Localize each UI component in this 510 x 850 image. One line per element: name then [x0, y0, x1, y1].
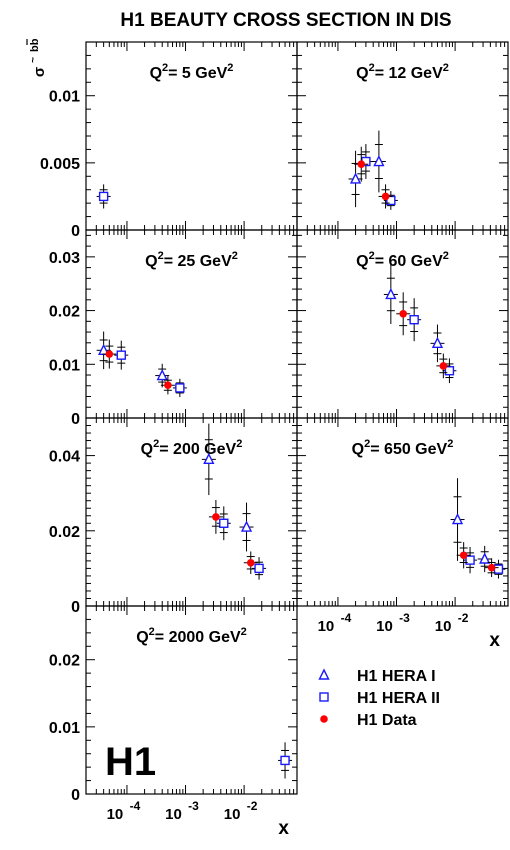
data-point-triangle	[156, 369, 168, 381]
x-tick-label: 10	[165, 806, 182, 823]
data-point-triangle	[373, 154, 385, 167]
y-tick-label: 0	[71, 223, 80, 240]
panel-7: 0 0.01 0.02 10 -4 10 -3 10 -2 x Q2= 2000 GeV2	[49, 605, 298, 839]
data-point-triangle	[431, 336, 444, 349]
data-point-square	[98, 191, 109, 202]
data-point-circle	[459, 551, 468, 560]
data-point-square	[493, 564, 504, 574]
data-point-square	[409, 315, 419, 325]
data-point-circle	[164, 381, 172, 390]
panel-label: Q2= 25 GeV2	[145, 250, 238, 270]
legend: H1 HERA I H1 HERA II H1 Data	[318, 668, 440, 729]
x-tick-label: 10	[435, 618, 452, 635]
y-axis-label-tilde: ~	[28, 57, 39, 63]
y-axis-label: σ ~ bb	[26, 38, 48, 77]
data-point-triangle	[240, 520, 253, 532]
x-tick-label: 10	[318, 618, 335, 635]
panel-4: Q2= 60 GeV2	[296, 229, 509, 419]
x-tick-label: 10	[107, 806, 124, 823]
legend-marker-square	[319, 692, 329, 702]
panel-label: Q2= 200 GeV2	[141, 438, 243, 458]
x-tick-label: 10	[224, 806, 241, 823]
legend-label: H1 HERA I	[357, 668, 436, 685]
panel-label: Q2= 5 GeV2	[150, 62, 234, 82]
data-point-triangle	[385, 287, 397, 300]
y-tick-label: 0.02	[49, 653, 80, 670]
data-point-triangle	[451, 512, 464, 525]
x-tick-label-exp: -4	[341, 611, 352, 625]
data-point-square	[254, 563, 264, 574]
data-point-circle	[487, 563, 496, 572]
x-tick-label-exp: -2	[458, 611, 469, 625]
panel-1: 0 0.005 0.01 Q2= 5 GeV2	[40, 41, 298, 240]
panel-6: 10 -4 10 -3 10 -2 x Q2= 650 GeV2	[296, 417, 509, 651]
y-tick-label: 0.005	[40, 156, 80, 173]
y-tick-label: 0.01	[49, 89, 80, 106]
figure-title: H1 BEAUTY CROSS SECTION IN DIS	[120, 10, 451, 31]
data-point-triangle	[349, 172, 362, 184]
legend-item: H1 HERA II	[319, 690, 440, 707]
legend-marker-triangle	[318, 668, 330, 680]
y-tick-label: 0.02	[49, 524, 80, 541]
data-point-triangle	[479, 552, 491, 564]
legend-label: H1 HERA II	[357, 690, 440, 707]
data-point-circle	[399, 309, 407, 318]
data-point-square	[444, 366, 455, 376]
y-tick-label: 0.03	[49, 250, 80, 267]
panel-label: Q2= 12 GeV2	[356, 62, 449, 82]
panel-3: 0 0.01 0.02 0.03 Q2= 25 GeV2	[49, 229, 298, 428]
data-point-triangle	[203, 452, 215, 465]
data-point-circle	[357, 160, 366, 168]
data-point-square	[175, 383, 185, 393]
data-point-circle	[105, 350, 114, 358]
data-point-circle	[246, 558, 255, 567]
h1-logo: H1	[105, 740, 156, 784]
y-tick-label: 0.02	[49, 304, 80, 321]
y-tick-label: 0	[71, 411, 80, 428]
panel-label: Q2= 650 GeV2	[352, 438, 454, 458]
data-point-square	[219, 518, 229, 528]
x-tick-label-exp: -3	[188, 799, 199, 813]
data-point-circle	[381, 192, 390, 201]
legend-marker-circle	[320, 715, 328, 723]
legend-label: H1 Data	[357, 712, 417, 729]
data-point-square	[280, 755, 290, 766]
y-tick-label: 0	[71, 787, 80, 804]
x-tick-label-exp: -4	[130, 799, 141, 813]
panels: 0 0.005 0.01 Q2= 5 GeV2 Q2= 12 GeV2 0 0.01 0.02…	[40, 41, 509, 839]
y-axis-label-text: σ	[31, 67, 48, 77]
legend-item: H1 HERA I	[318, 668, 436, 685]
panel-5: 0 0.02 0.04 Q2= 200 GeV2	[49, 417, 298, 616]
data-point-square	[465, 555, 475, 565]
panel-frame	[296, 417, 509, 607]
legend-item: H1 Data	[320, 712, 417, 729]
y-tick-label: 0.01	[49, 357, 80, 374]
data-point-circle	[439, 362, 448, 370]
data-point-circle	[212, 513, 220, 521]
x-axis-label: x	[489, 630, 500, 651]
panel-label: Q2= 60 GeV2	[356, 250, 449, 270]
x-tick-label-exp: -3	[399, 611, 410, 625]
x-axis-label: x	[278, 818, 289, 839]
y-tick-label: 0.01	[49, 720, 80, 737]
panel-2: Q2= 12 GeV2	[296, 41, 509, 231]
data-point-square	[116, 350, 126, 360]
panel-label: Q2= 2000 GeV2	[136, 626, 247, 646]
y-axis-label-bb: bb	[29, 38, 41, 52]
x-tick-label: 10	[376, 618, 393, 635]
y-tick-label: 0	[71, 599, 80, 616]
y-tick-label: 0.04	[49, 449, 80, 466]
x-tick-label-exp: -2	[247, 799, 258, 813]
